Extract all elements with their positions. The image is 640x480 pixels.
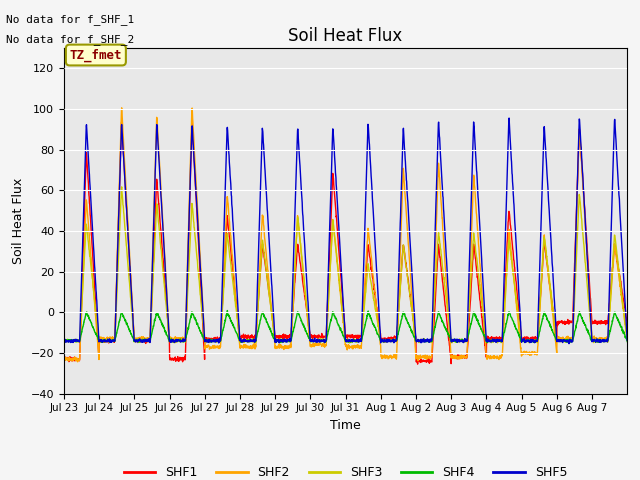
- SHF4: [616, 320, 623, 325]
- Text: No data for f_SHF_1: No data for f_SHF_1: [6, 14, 134, 25]
- SHF3: [623, 337, 631, 343]
- SHF4: [380, 337, 388, 343]
- SHF5: [616, 203, 623, 208]
- SHF3: [116, 213, 124, 218]
- SHF1: [60, 354, 68, 360]
- SHF5: [565, 341, 573, 347]
- SHF1: [616, 272, 623, 278]
- SHF3: [516, 323, 524, 328]
- SHF2: [60, 356, 68, 361]
- SHF2: [380, 353, 388, 359]
- SHF2: [548, 300, 556, 306]
- Line: SHF4: SHF4: [64, 311, 627, 343]
- SHF3: [272, 340, 280, 346]
- SHF5: [515, 299, 523, 305]
- SHF2: [116, 140, 124, 145]
- SHF2: [516, 333, 524, 338]
- SHF4: [60, 338, 68, 344]
- SHF5: [380, 338, 387, 344]
- SHF1: [238, 333, 246, 339]
- SHF4: [516, 334, 524, 339]
- SHF2: [74, 359, 81, 365]
- SHF1: [380, 336, 387, 342]
- SHF1: [548, 295, 556, 300]
- SHF4: [623, 339, 631, 345]
- SHF1: [116, 162, 124, 168]
- SHF2: [616, 278, 623, 284]
- SHF5: [116, 161, 124, 167]
- X-axis label: Time: Time: [330, 419, 361, 432]
- Legend: SHF1, SHF2, SHF3, SHF4, SHF5: SHF1, SHF2, SHF3, SHF4, SHF5: [119, 461, 572, 480]
- SHF4: [548, 325, 556, 331]
- SHF3: [118, 184, 125, 190]
- Title: Soil Heat Flux: Soil Heat Flux: [289, 27, 403, 45]
- SHF5: [60, 339, 68, 345]
- SHF1: [623, 320, 631, 325]
- Text: No data for f_SHF_2: No data for f_SHF_2: [6, 34, 134, 45]
- Y-axis label: Soil Heat Flux: Soil Heat Flux: [12, 178, 25, 264]
- SHF4: [238, 338, 246, 344]
- SHF3: [60, 337, 68, 343]
- SHF1: [414, 361, 422, 367]
- SHF4: [277, 340, 285, 346]
- SHF5: [238, 339, 246, 345]
- SHF3: [380, 338, 388, 344]
- SHF5: [623, 337, 631, 343]
- SHF2: [623, 335, 631, 340]
- SHF2: [239, 345, 246, 350]
- SHF1: [118, 119, 125, 125]
- Line: SHF2: SHF2: [64, 108, 627, 362]
- Line: SHF3: SHF3: [64, 187, 627, 343]
- SHF4: [223, 308, 231, 313]
- Line: SHF1: SHF1: [64, 122, 627, 364]
- SHF5: [547, 243, 555, 249]
- SHF2: [118, 105, 125, 111]
- SHF3: [238, 339, 246, 345]
- SHF3: [616, 275, 623, 280]
- SHF1: [516, 317, 524, 323]
- Line: SHF5: SHF5: [64, 118, 627, 344]
- SHF5: [505, 115, 513, 121]
- SHF3: [548, 293, 556, 299]
- SHF4: [116, 315, 124, 321]
- Text: TZ_fmet: TZ_fmet: [70, 48, 122, 62]
